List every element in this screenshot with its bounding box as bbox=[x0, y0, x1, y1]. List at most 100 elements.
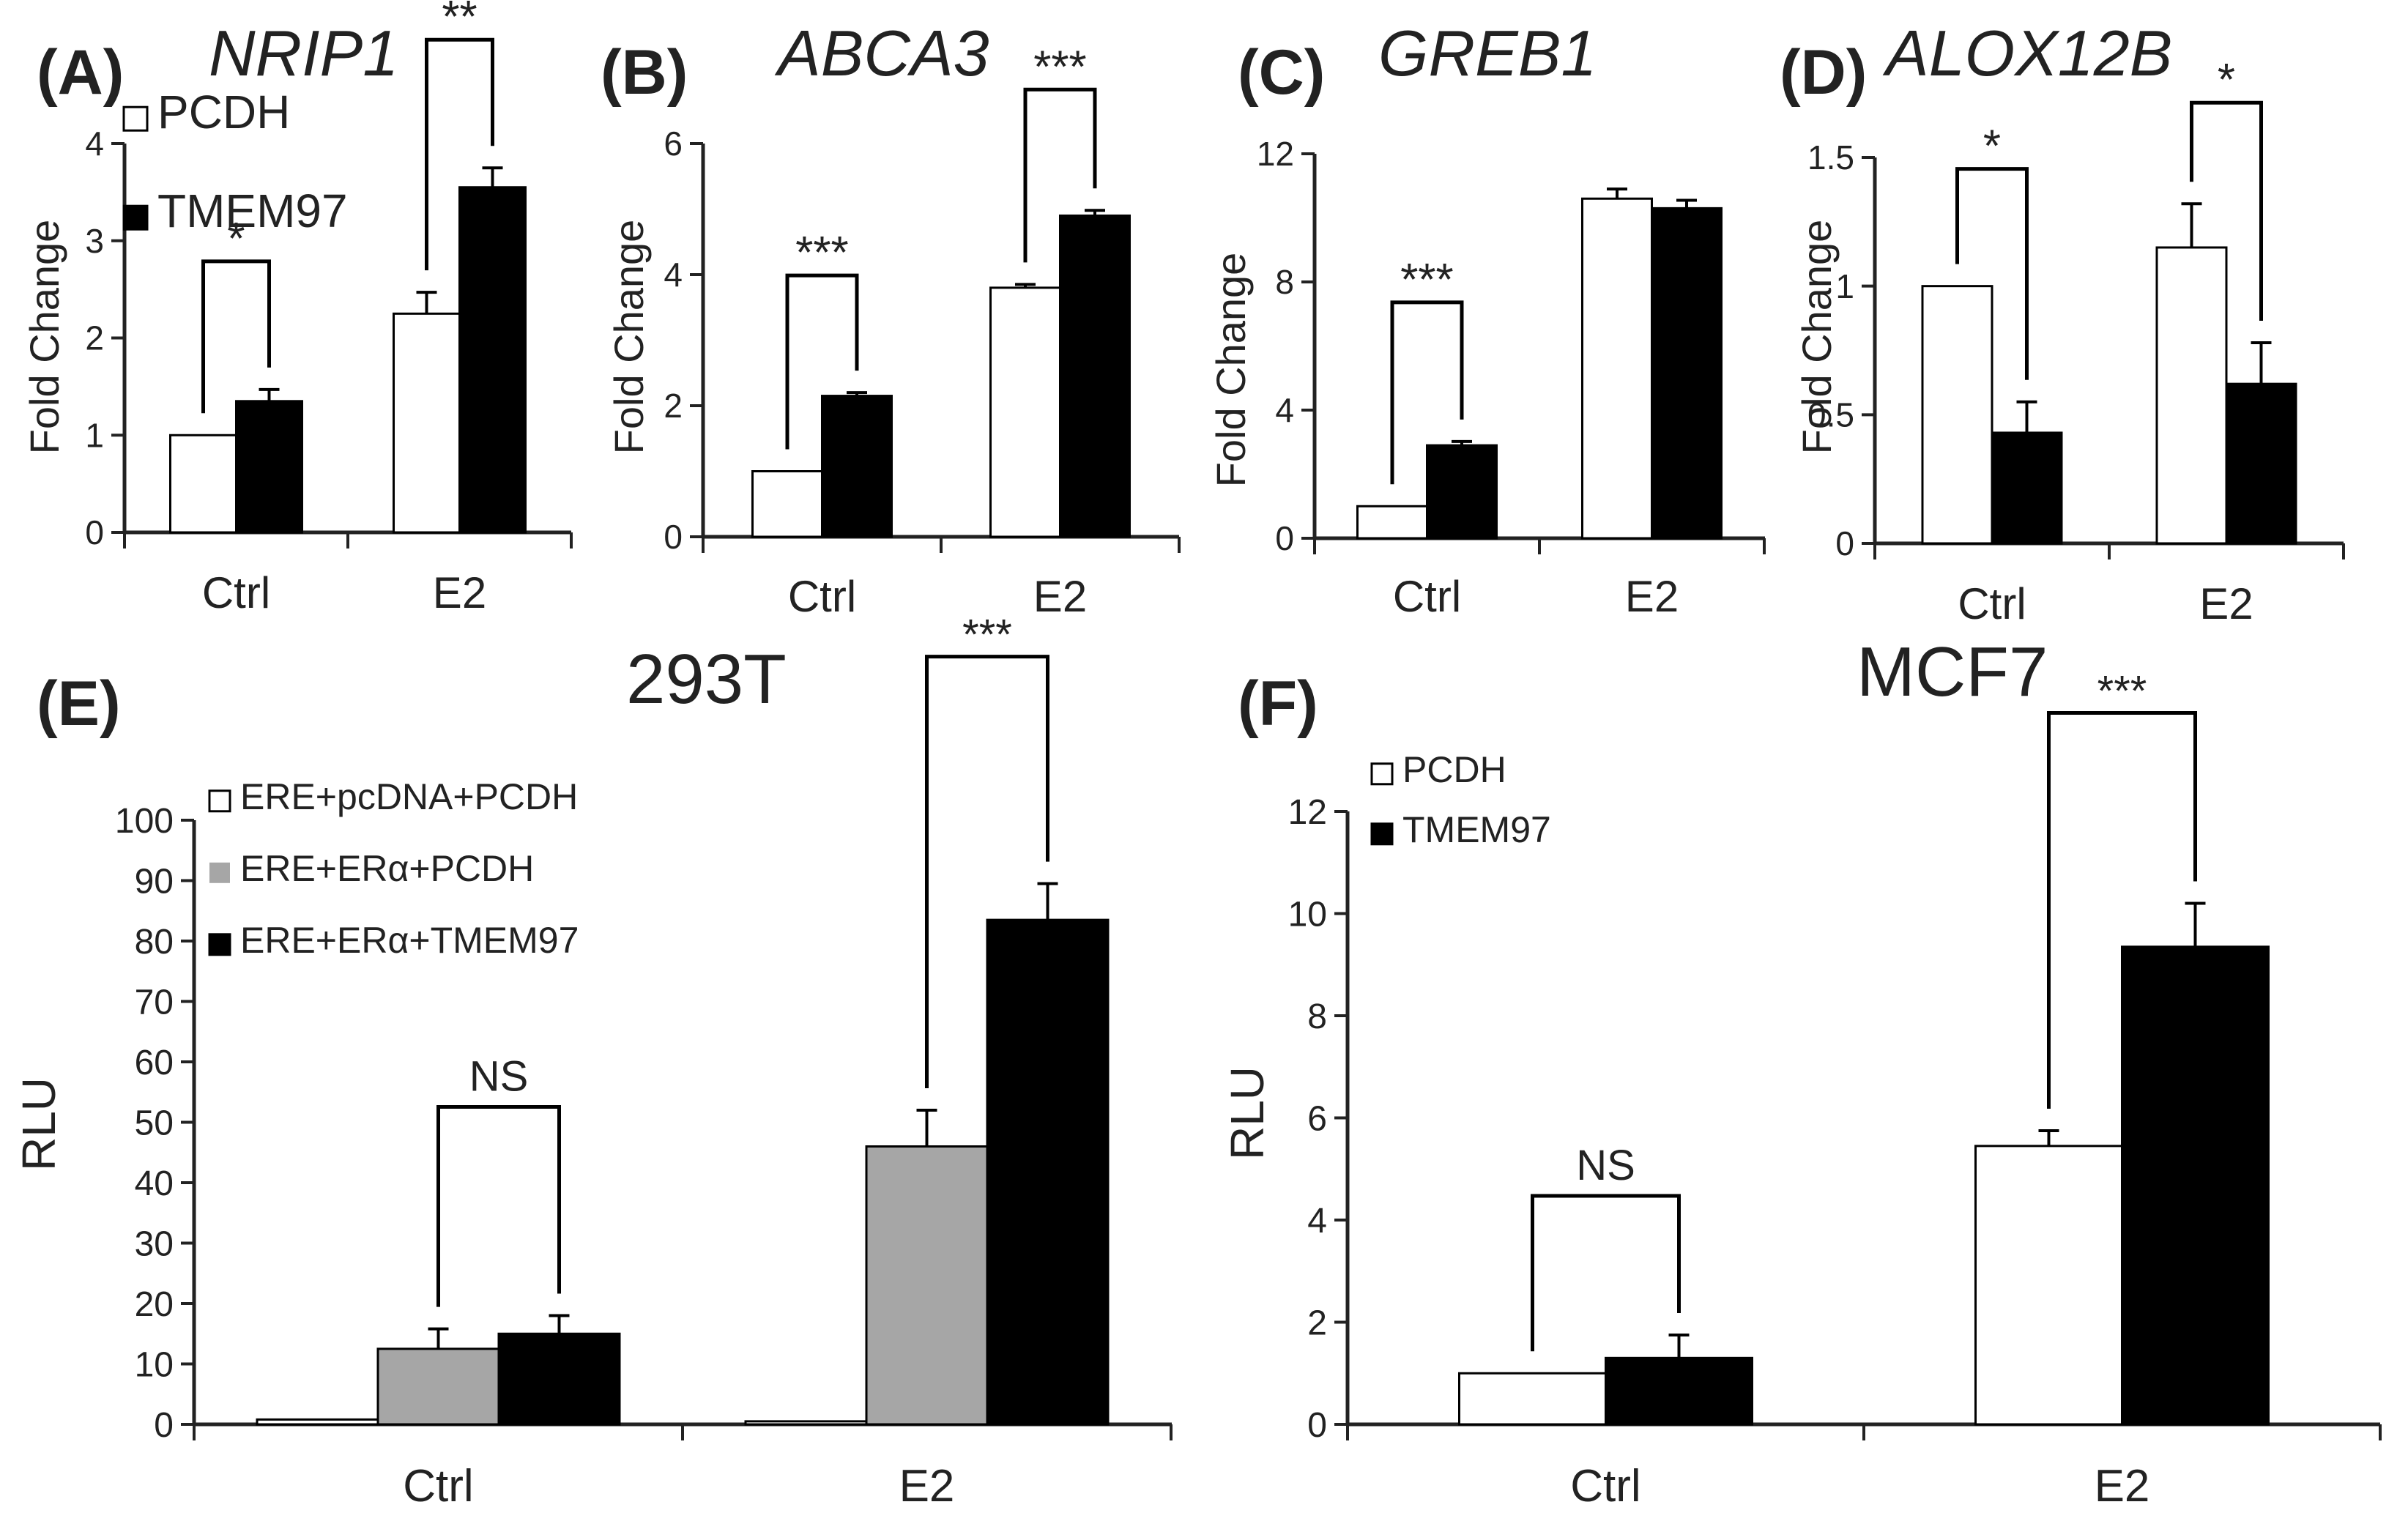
legend-swatch bbox=[122, 204, 149, 231]
y-tick-label: 80 bbox=[135, 923, 174, 962]
category-label: Ctrl bbox=[788, 572, 856, 621]
chart-title: 293T bbox=[626, 640, 787, 718]
y-tick-label: 8 bbox=[1307, 997, 1327, 1036]
category-label: Ctrl bbox=[403, 1461, 473, 1511]
legend-swatch bbox=[208, 789, 231, 813]
y-tick-label: 1.5 bbox=[1807, 138, 1854, 176]
y-tick-label: 12 bbox=[1257, 135, 1294, 173]
panel-label: (B) bbox=[601, 37, 688, 108]
bar-pcdh-ctrl bbox=[169, 434, 237, 534]
significance-bracket bbox=[1390, 300, 1464, 485]
y-tick-label: 0 bbox=[154, 1406, 174, 1445]
panel-label: (C) bbox=[1238, 37, 1325, 108]
bar-ere-er-pcdh-ctrl bbox=[376, 1347, 500, 1426]
significance-bracket bbox=[2047, 711, 2197, 1109]
y-tick-label: 30 bbox=[135, 1224, 174, 1263]
panel-label: (A) bbox=[37, 37, 124, 108]
y-axis-label: Fold Change bbox=[1208, 253, 1254, 488]
y-tick-label: 8 bbox=[1275, 263, 1294, 301]
y-tick-label: 100 bbox=[115, 802, 174, 841]
bar-pcdh-ctrl bbox=[1356, 505, 1428, 540]
y-tick-label: 6 bbox=[664, 124, 683, 163]
significance-label: NS bbox=[1576, 1142, 1635, 1189]
significance-bracket bbox=[201, 259, 271, 414]
category-label: E2 bbox=[2199, 579, 2253, 628]
y-tick-label: 1 bbox=[85, 416, 104, 454]
significance-bracket bbox=[925, 655, 1049, 1088]
significance-bracket bbox=[425, 37, 494, 271]
panel-label: (E) bbox=[37, 669, 121, 739]
significance-bracket bbox=[2190, 100, 2263, 321]
legend-swatch bbox=[209, 862, 230, 883]
y-tick-label: 20 bbox=[135, 1285, 174, 1324]
y-tick-label: 0 bbox=[85, 513, 104, 551]
legend-swatch bbox=[1370, 762, 1394, 786]
chart-title: GREB1 bbox=[1378, 17, 1597, 89]
legend-label: ERE+ERα+TMEM97 bbox=[240, 920, 579, 961]
significance-label: NS bbox=[469, 1053, 529, 1101]
bar-tmem97-e2 bbox=[2121, 945, 2270, 1426]
significance-bracket bbox=[1023, 87, 1097, 263]
bar-tmem97-ctrl bbox=[1991, 431, 2063, 545]
y-axis-label: RLU bbox=[12, 1077, 65, 1171]
bar-tmem97-ctrl bbox=[1426, 444, 1498, 540]
category-label: E2 bbox=[1625, 572, 1679, 621]
category-label: Ctrl bbox=[1393, 572, 1461, 621]
legend-label: TMEM97 bbox=[1402, 809, 1551, 850]
chart-title: ABCA3 bbox=[774, 17, 989, 89]
bar-tmem97-e2 bbox=[1059, 214, 1131, 538]
y-tick-label: 4 bbox=[664, 256, 683, 294]
y-tick-label: 90 bbox=[135, 862, 174, 901]
chart-panel-2: (B) ABCA3 Fold Change 0 2 4 6 Ctrl E2 *** *** bbox=[601, 17, 1181, 621]
significance-label: * bbox=[227, 214, 245, 264]
category-label: E2 bbox=[433, 568, 486, 617]
y-tick-label: 70 bbox=[135, 983, 174, 1022]
bar-ere-er-pcdh-e2 bbox=[865, 1145, 989, 1426]
y-tick-label: 0 bbox=[1307, 1406, 1327, 1445]
y-tick-label: 1 bbox=[1835, 267, 1854, 305]
bar-ere-er-tmem97-e2 bbox=[986, 918, 1110, 1426]
significance-bracket bbox=[1955, 167, 2029, 380]
bar-pcdh-ctrl bbox=[751, 470, 823, 538]
legend-label: PCDH bbox=[1402, 749, 1506, 790]
legend-label: TMEM97 bbox=[157, 185, 348, 237]
chart-panel-3: (C) GREB1 Fold Change 0 4 8 12 Ctrl E2 *** bbox=[1208, 17, 1766, 621]
significance-label: *** bbox=[1400, 255, 1453, 305]
legend-swatch bbox=[1370, 822, 1394, 846]
category-label: Ctrl bbox=[1958, 579, 2026, 628]
legend-swatch bbox=[122, 105, 149, 132]
bar-pcdh-e2 bbox=[1974, 1145, 2123, 1426]
bar-tmem97-e2 bbox=[2225, 382, 2297, 545]
panel-label: (D) bbox=[1780, 37, 1867, 108]
chart-panel-6: (F) MCF7 RLU 0 2 4 6 8 10 12 Ctrl E2 NS *** PCDH TMEM97 bbox=[1221, 633, 2382, 1511]
significance-label: *** bbox=[962, 611, 1012, 659]
bar-pcdh-e2 bbox=[393, 312, 461, 534]
y-tick-label: 0 bbox=[664, 518, 683, 556]
significance-label: *** bbox=[1033, 42, 1086, 92]
bar-ere-er-tmem97-ctrl bbox=[497, 1332, 621, 1426]
y-tick-label: 0.5 bbox=[1807, 395, 1854, 434]
y-axis-label: Fold Change bbox=[1794, 220, 1840, 455]
significance-label: * bbox=[1983, 122, 2001, 172]
y-tick-label: 4 bbox=[1307, 1202, 1327, 1241]
bar-pcdh-e2 bbox=[989, 286, 1061, 538]
y-tick-label: 10 bbox=[1288, 895, 1327, 934]
category-label: Ctrl bbox=[1570, 1461, 1640, 1511]
significance-label: *** bbox=[795, 228, 848, 278]
bar-tmem97-e2 bbox=[1651, 207, 1723, 540]
y-tick-label: 10 bbox=[135, 1345, 174, 1384]
y-tick-label: 4 bbox=[85, 124, 104, 163]
significance-label: *** bbox=[2097, 668, 2147, 715]
bar-tmem97-ctrl bbox=[821, 395, 893, 538]
y-tick-label: 60 bbox=[135, 1044, 174, 1082]
category-label: E2 bbox=[899, 1461, 955, 1511]
legend-label: ERE+ERα+PCDH bbox=[240, 848, 534, 889]
y-tick-label: 2 bbox=[85, 319, 104, 357]
y-tick-label: 12 bbox=[1288, 793, 1327, 832]
category-label: Ctrl bbox=[202, 568, 270, 617]
category-label: E2 bbox=[2095, 1461, 2150, 1511]
chart-panel-5: (E) 293T RLU 0 10 20 30 40 50 60 70 80 90 100 Ctrl E2 NS… bbox=[12, 611, 1173, 1511]
panel-label: (F) bbox=[1238, 669, 1318, 739]
